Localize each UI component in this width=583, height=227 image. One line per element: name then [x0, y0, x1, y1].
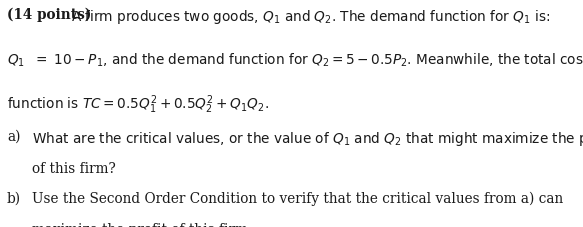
Text: $Q_1$  $=$ $10 - P_1$, and the demand function for $Q_2 = 5 - 0.5P_2$. Meanwhile: $Q_1$ $=$ $10 - P_1$, and the demand fun…: [7, 51, 583, 68]
Text: function is $TC = 0.5Q_1^2 + 0.5Q_2^2 + Q_1Q_2$.: function is $TC = 0.5Q_1^2 + 0.5Q_2^2 + …: [7, 93, 269, 116]
Text: A firm produces two goods, $Q_1$ and $Q_2$. The demand function for $Q_1$ is:: A firm produces two goods, $Q_1$ and $Q_…: [71, 8, 550, 26]
Text: (14 points): (14 points): [7, 8, 92, 22]
Text: a): a): [7, 129, 20, 143]
Text: Use the Second Order Condition to verify that the critical values from a) can: Use the Second Order Condition to verify…: [32, 191, 563, 205]
Text: of this firm?: of this firm?: [32, 161, 116, 175]
Text: b): b): [7, 191, 21, 205]
Text: maximize the profit of this firm.: maximize the profit of this firm.: [32, 222, 252, 227]
Text: What are the critical values, or the value of $Q_1$ and $Q_2$ that might maximiz: What are the critical values, or the val…: [32, 129, 583, 147]
